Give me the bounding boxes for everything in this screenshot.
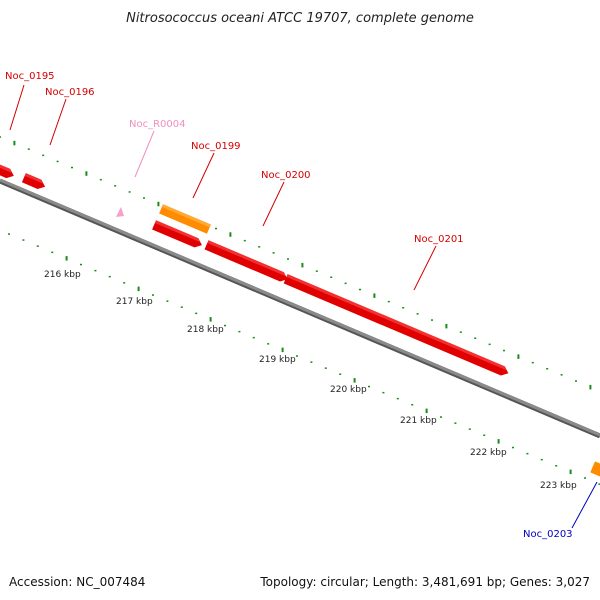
scale-label-219: 219 kbp bbox=[259, 355, 296, 365]
map-title: Nitrosococcus oceani ATCC 19707, complet… bbox=[126, 11, 474, 26]
cds-arrow-noc-0200[interactable] bbox=[204, 240, 290, 284]
cds-arrow-noc-0201[interactable] bbox=[283, 274, 511, 378]
leader-line-noc-0195 bbox=[9, 84, 25, 131]
gene-label-noc-r0004[interactable]: Noc_R0004 bbox=[129, 119, 186, 130]
scale-label-223: 223 kbp bbox=[540, 481, 577, 491]
scale-label-216: 216 kbp bbox=[44, 270, 81, 280]
genome-summary-text: Topology: circular; Length: 3,481,691 bp… bbox=[259, 575, 590, 589]
scale-label-221: 221 kbp bbox=[400, 416, 437, 426]
gene-label-noc-0196[interactable]: Noc_0196 bbox=[45, 87, 95, 98]
genome-backbone bbox=[0, 178, 600, 439]
scale-label-217: 217 kbp bbox=[116, 297, 153, 307]
rna-marker-noc-r0004[interactable] bbox=[116, 207, 124, 217]
gene-label-layer: Noc_0195 Noc_0196 Noc_R0004 Noc_0199 Noc… bbox=[5, 71, 598, 540]
gene-label-noc-0201[interactable]: Noc_0201 bbox=[414, 234, 464, 245]
gene-label-noc-0199[interactable]: Noc_0199 bbox=[191, 141, 241, 152]
cds-arrow-noc-0199[interactable] bbox=[152, 220, 204, 250]
leader-line-noc-0199 bbox=[192, 152, 215, 199]
gene-label-noc-0200[interactable]: Noc_0200 bbox=[261, 170, 311, 181]
cds-arrow-noc-0195[interactable] bbox=[0, 160, 16, 181]
lower-tick-row bbox=[8, 233, 600, 485]
accession-text: Accession: NC_007484 bbox=[9, 575, 145, 589]
leader-line-noc-0201 bbox=[413, 245, 437, 291]
feature-track bbox=[0, 160, 600, 479]
leader-line-noc-0203 bbox=[571, 481, 598, 529]
leader-line-noc-0200 bbox=[262, 181, 285, 227]
scale-label-218: 218 kbp bbox=[187, 325, 224, 335]
scale-label-222: 222 kbp bbox=[470, 448, 507, 458]
gene-label-noc-0203[interactable]: Noc_0203 bbox=[523, 529, 573, 540]
scale-label-layer: 216 kbp 217 kbp 218 kbp 219 kbp 220 kbp … bbox=[44, 270, 577, 491]
cds-arrow-noc-0196[interactable] bbox=[21, 173, 47, 191]
gene-label-noc-0195[interactable]: Noc_0195 bbox=[5, 71, 55, 82]
leader-line-noc-r0004 bbox=[134, 130, 155, 178]
leader-line-noc-0196 bbox=[49, 98, 67, 146]
scale-label-220: 220 kbp bbox=[330, 385, 367, 395]
gene-block-noc-0199-orange[interactable] bbox=[159, 204, 211, 234]
gene-block-noc-0203[interactable] bbox=[590, 461, 600, 479]
